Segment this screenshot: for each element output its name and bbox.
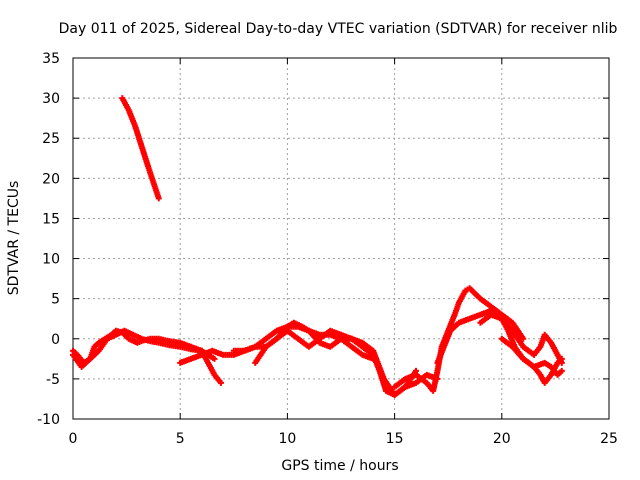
data-point [558,367,565,374]
data-point [558,355,565,362]
series-trace-j [498,335,565,386]
y-tick-label: 15 [42,211,60,227]
x-tick-label: 15 [386,431,404,447]
x-tick-label: 10 [278,431,296,447]
y-tick-label: 5 [51,292,60,308]
data-points [70,95,565,398]
plot-frame [72,57,610,420]
data-point [155,195,162,202]
y-tick-label: 0 [51,332,60,348]
chart-title: Day 011 of 2025, Sidereal Day-to-day VTE… [59,21,618,37]
x-tick-label: 5 [176,431,185,447]
data-point [211,355,218,362]
series-early-high-arc [119,95,162,202]
y-axis-title: SDTVAR / TECUs [6,181,22,296]
axis-ticks: 0 5 10 15 20 25 -10 -5 0 5 10 15 20 25 30 35 [37,51,618,447]
data-point [217,379,224,386]
y-tick-label: 35 [42,51,60,67]
x-axis-title: GPS time / hours [281,458,398,474]
series-trace-b [70,327,205,370]
y-tick-label: 20 [42,171,60,187]
y-tick-label: 10 [42,252,60,268]
y-tick-label: -10 [37,412,60,428]
y-tick-label: -5 [46,372,60,388]
x-tick-label: 25 [600,431,618,447]
series-trace-f [252,327,420,398]
y-tick-label: 30 [42,91,60,107]
x-tick-label: 0 [69,431,78,447]
data-point [520,335,527,342]
y-tick-label: 25 [42,131,60,147]
x-tick-label: 20 [493,431,511,447]
